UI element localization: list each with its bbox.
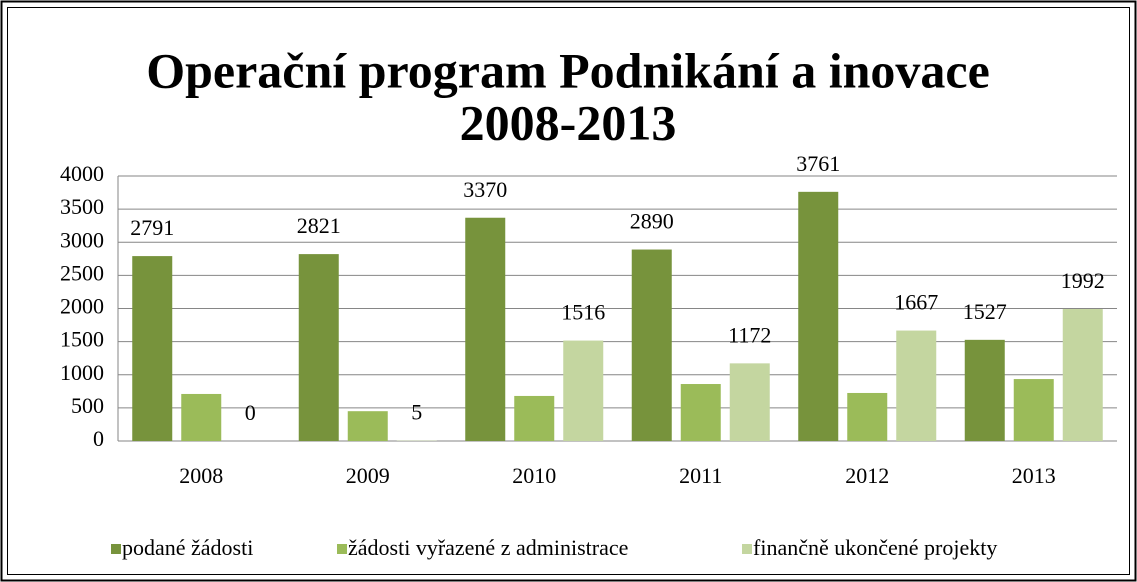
legend-label: žádosti vyřazené z administrace: [348, 535, 628, 560]
data-label: 5: [411, 400, 422, 425]
bar: [798, 191, 839, 441]
y-tick-label: 3000: [60, 227, 104, 252]
data-label: 2821: [297, 213, 341, 238]
data-label: 1172: [728, 322, 771, 347]
bar: [729, 363, 770, 441]
bar: [680, 384, 721, 441]
y-tick-label: 0: [93, 426, 104, 451]
x-tick-label: 2008: [179, 463, 223, 488]
legend-swatch: [337, 544, 347, 554]
y-tick-label: 1000: [60, 360, 104, 385]
x-tick-label: 2012: [845, 463, 889, 488]
bar: [298, 254, 339, 441]
data-label: 1992: [1061, 268, 1105, 293]
legend-swatch: [742, 544, 752, 554]
data-label: 1527: [963, 299, 1007, 324]
bar: [563, 340, 604, 441]
data-label: 2791: [130, 215, 174, 240]
bar: [847, 392, 888, 441]
data-label: 1516: [561, 300, 605, 325]
y-tick-label: 3500: [60, 194, 104, 219]
data-label: 2890: [630, 209, 674, 234]
inner-border: [7, 7, 1130, 575]
bar: [132, 256, 173, 441]
data-label: 3761: [796, 151, 840, 176]
y-tick-label: 500: [71, 393, 104, 418]
bar: [631, 249, 672, 441]
bar: [1062, 309, 1103, 441]
data-label: 3370: [463, 177, 507, 202]
bar: [1013, 379, 1054, 441]
chart-subtitle: 2008-2013: [460, 94, 677, 150]
bar: [465, 217, 506, 441]
data-label: 0: [245, 400, 256, 425]
x-tick-label: 2013: [1012, 463, 1056, 488]
legend-swatch: [111, 544, 121, 554]
x-tick-label: 2009: [346, 463, 390, 488]
legend-label: podané žádosti: [122, 535, 253, 560]
y-tick-label: 2000: [60, 294, 104, 319]
bar: [964, 339, 1005, 441]
x-tick-label: 2010: [512, 463, 556, 488]
bar: [347, 411, 388, 441]
legend-label: finančně ukončené projekty: [753, 535, 997, 560]
bar: [181, 393, 222, 441]
data-label: 1667: [894, 290, 938, 315]
y-tick-label: 1500: [60, 327, 104, 352]
y-tick-label: 4000: [60, 161, 104, 186]
bar: [514, 395, 555, 441]
x-tick-label: 2011: [679, 463, 722, 488]
y-tick-label: 2500: [60, 260, 104, 285]
bar: [896, 330, 937, 441]
chart-title: Operační program Podnikání a inovace: [146, 42, 990, 98]
